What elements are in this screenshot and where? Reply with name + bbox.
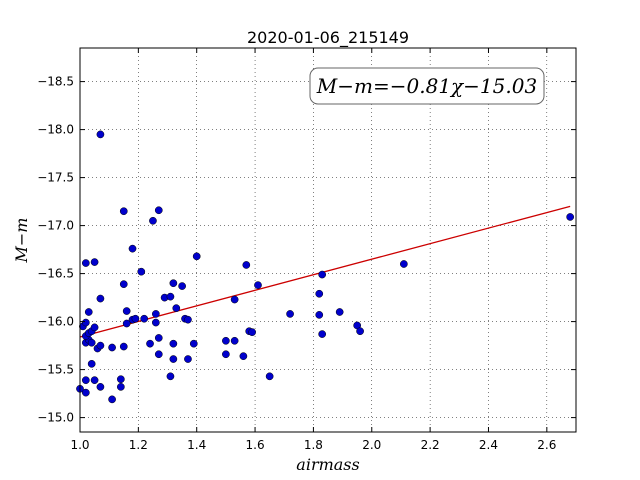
data-point <box>81 376 90 385</box>
data-point <box>140 314 149 323</box>
x-tick-label: 1.6 <box>246 438 265 452</box>
data-point <box>254 281 262 289</box>
fit-equation-box: M−m=−0.81χ−15.03 <box>309 67 545 105</box>
x-tick-label: 2.6 <box>537 438 556 452</box>
data-point <box>81 388 90 397</box>
data-point <box>81 259 90 267</box>
fit-equation-frame <box>309 67 545 105</box>
data-point <box>166 292 175 301</box>
data-point <box>222 350 230 359</box>
x-tick-label: 2.2 <box>421 438 440 452</box>
data-point <box>90 258 99 266</box>
x-tick-label: 2.0 <box>362 438 381 452</box>
data-point <box>318 270 327 279</box>
data-point <box>128 244 137 253</box>
data-point <box>184 315 192 324</box>
data-point <box>356 327 364 336</box>
data-point <box>248 328 256 337</box>
x-tick-label: 2.4 <box>479 438 498 452</box>
data-point <box>169 279 178 288</box>
data-point <box>149 216 157 225</box>
x-tick-label: 1.4 <box>187 438 206 452</box>
data-point <box>90 323 99 332</box>
data-point <box>152 318 160 327</box>
x-tick-label: 1.8 <box>304 438 323 452</box>
y-tick-label: −16.0 <box>37 315 74 329</box>
data-point <box>108 343 116 352</box>
y-tick-label: −17.0 <box>37 219 74 233</box>
data-point <box>96 383 105 391</box>
axes-frame <box>79 47 577 433</box>
y-tick-label: −15.0 <box>37 411 74 425</box>
data-point <box>230 295 239 304</box>
data-point <box>400 260 408 268</box>
data-point <box>137 267 146 276</box>
data-point <box>192 252 201 261</box>
data-point <box>242 261 251 269</box>
data-point <box>119 342 128 351</box>
data-point <box>122 307 131 315</box>
y-tick-label: −18.5 <box>37 75 74 89</box>
data-point <box>146 339 154 348</box>
data-point <box>286 310 294 318</box>
x-tick-label: 1.0 <box>70 438 89 452</box>
data-point <box>96 130 105 139</box>
data-point <box>154 350 163 359</box>
data-point <box>96 294 105 303</box>
data-point <box>184 355 192 363</box>
fit-line <box>79 205 571 338</box>
data-point <box>230 336 239 345</box>
data-point <box>169 339 178 348</box>
data-point <box>108 395 116 404</box>
x-tick-label: 1.2 <box>129 438 148 452</box>
data-point <box>119 207 128 216</box>
y-tick-label: −18.0 <box>37 123 74 137</box>
data-point <box>87 359 96 368</box>
data-point <box>166 372 175 381</box>
data-point <box>90 376 99 385</box>
data-point <box>222 336 230 345</box>
data-point <box>154 334 163 342</box>
data-point <box>152 310 160 318</box>
data-point <box>119 280 128 289</box>
data-point <box>239 352 248 361</box>
data-point <box>566 213 575 221</box>
data-point <box>154 206 163 215</box>
data-point <box>318 330 327 338</box>
y-tick-label: −15.5 <box>37 363 74 377</box>
data-point <box>116 383 125 391</box>
x-axis-label: airmass <box>296 455 359 474</box>
data-point <box>178 282 186 290</box>
y-tick-label: −16.5 <box>37 267 74 281</box>
data-point <box>189 339 198 348</box>
fit-equation-label: M−m=−0.81χ−15.03 <box>316 74 537 98</box>
chart-title: 2020-01-06_215149 <box>247 28 409 48</box>
y-axis-label: M−m <box>12 218 31 264</box>
data-point <box>335 308 344 316</box>
data-point <box>265 372 274 381</box>
plot-area: 1.0 1.2 1.4 1.6 1.8 2.0 2.2 2.4 2.6 −15.0 −15.5 −16… <box>37 47 577 452</box>
data-point <box>81 318 90 327</box>
data-point <box>315 289 324 298</box>
y-tick-label: −17.5 <box>37 171 74 185</box>
data-point <box>116 375 125 384</box>
data-point <box>84 308 93 316</box>
data-point <box>122 319 131 328</box>
data-point <box>87 338 96 347</box>
data-point <box>131 314 140 323</box>
data-point <box>96 341 105 350</box>
data-point <box>172 304 181 313</box>
data-point <box>169 355 178 363</box>
data-point <box>315 311 324 319</box>
